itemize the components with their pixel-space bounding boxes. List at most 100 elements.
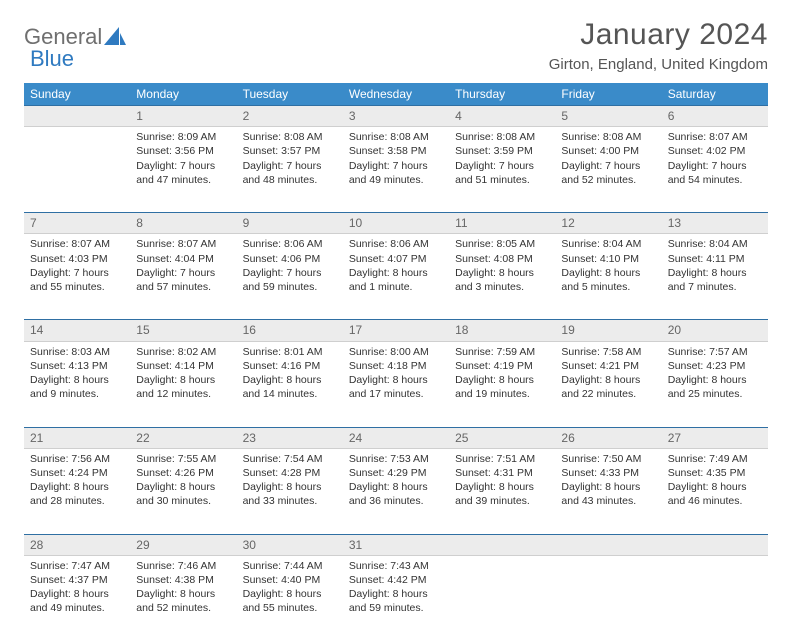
sunrise-text: Sunrise: 7:51 AM	[455, 452, 549, 466]
sunset-text: Sunset: 3:56 PM	[136, 144, 230, 158]
day-cell: Sunrise: 7:44 AMSunset: 4:40 PMDaylight:…	[237, 555, 343, 641]
sunrise-text: Sunrise: 7:47 AM	[30, 559, 124, 573]
daylight-text: Daylight: 8 hours and 36 minutes.	[349, 480, 443, 508]
day-number-cell: 18	[449, 320, 555, 341]
sunset-text: Sunset: 4:33 PM	[561, 466, 655, 480]
day-cell: Sunrise: 8:08 AMSunset: 3:58 PMDaylight:…	[343, 127, 449, 213]
daylight-text: Daylight: 8 hours and 14 minutes.	[243, 373, 337, 401]
sunrise-text: Sunrise: 8:07 AM	[30, 237, 124, 251]
day-number-cell: 29	[130, 534, 236, 555]
day-cell: Sunrise: 8:04 AMSunset: 4:11 PMDaylight:…	[662, 234, 768, 320]
day-number-cell: 11	[449, 213, 555, 234]
sunset-text: Sunset: 4:35 PM	[668, 466, 762, 480]
sunset-text: Sunset: 4:19 PM	[455, 359, 549, 373]
daylight-text: Daylight: 8 hours and 7 minutes.	[668, 266, 762, 294]
day-cell-body: Sunrise: 7:57 AMSunset: 4:23 PMDaylight:…	[662, 342, 768, 408]
weekday-header: Wednesday	[343, 83, 449, 106]
sunrise-text: Sunrise: 8:03 AM	[30, 345, 124, 359]
sunset-text: Sunset: 4:26 PM	[136, 466, 230, 480]
sunrise-text: Sunrise: 8:08 AM	[349, 130, 443, 144]
sunrise-text: Sunrise: 8:07 AM	[136, 237, 230, 251]
daylight-text: Daylight: 7 hours and 54 minutes.	[668, 159, 762, 187]
sunset-text: Sunset: 4:18 PM	[349, 359, 443, 373]
day-cell-body: Sunrise: 7:56 AMSunset: 4:24 PMDaylight:…	[24, 449, 130, 515]
day-number-cell: 23	[237, 427, 343, 448]
day-body-row: Sunrise: 8:07 AMSunset: 4:03 PMDaylight:…	[24, 234, 768, 320]
daylight-text: Daylight: 8 hours and 5 minutes.	[561, 266, 655, 294]
sunset-text: Sunset: 4:00 PM	[561, 144, 655, 158]
day-cell: Sunrise: 7:59 AMSunset: 4:19 PMDaylight:…	[449, 341, 555, 427]
day-number-cell: 8	[130, 213, 236, 234]
day-cell: Sunrise: 7:43 AMSunset: 4:42 PMDaylight:…	[343, 555, 449, 641]
sunrise-text: Sunrise: 7:59 AM	[455, 345, 549, 359]
day-cell: Sunrise: 7:56 AMSunset: 4:24 PMDaylight:…	[24, 448, 130, 534]
day-cell-body: Sunrise: 7:59 AMSunset: 4:19 PMDaylight:…	[449, 342, 555, 408]
day-number-row: 14151617181920	[24, 320, 768, 341]
day-cell: Sunrise: 8:08 AMSunset: 3:57 PMDaylight:…	[237, 127, 343, 213]
logo-word-2: Blue	[30, 46, 74, 72]
sunset-text: Sunset: 4:29 PM	[349, 466, 443, 480]
day-cell: Sunrise: 8:06 AMSunset: 4:07 PMDaylight:…	[343, 234, 449, 320]
day-number-cell: 19	[555, 320, 661, 341]
day-cell-body: Sunrise: 8:08 AMSunset: 3:59 PMDaylight:…	[449, 127, 555, 193]
sunrise-text: Sunrise: 7:56 AM	[30, 452, 124, 466]
sunrise-text: Sunrise: 8:02 AM	[136, 345, 230, 359]
sunset-text: Sunset: 4:08 PM	[455, 252, 549, 266]
sunrise-text: Sunrise: 8:06 AM	[349, 237, 443, 251]
daylight-text: Daylight: 8 hours and 59 minutes.	[349, 587, 443, 615]
sunrise-text: Sunrise: 8:01 AM	[243, 345, 337, 359]
sunrise-text: Sunrise: 7:50 AM	[561, 452, 655, 466]
day-cell: Sunrise: 8:09 AMSunset: 3:56 PMDaylight:…	[130, 127, 236, 213]
location-text: Girton, England, United Kingdom	[549, 56, 768, 73]
sunset-text: Sunset: 4:11 PM	[668, 252, 762, 266]
day-body-row: Sunrise: 7:56 AMSunset: 4:24 PMDaylight:…	[24, 448, 768, 534]
sunrise-text: Sunrise: 7:55 AM	[136, 452, 230, 466]
day-number-cell: 22	[130, 427, 236, 448]
day-cell: Sunrise: 8:03 AMSunset: 4:13 PMDaylight:…	[24, 341, 130, 427]
day-number-cell: 1	[130, 106, 236, 127]
day-cell: Sunrise: 7:53 AMSunset: 4:29 PMDaylight:…	[343, 448, 449, 534]
day-cell-body	[24, 127, 130, 136]
sunrise-text: Sunrise: 7:57 AM	[668, 345, 762, 359]
day-number-cell	[662, 534, 768, 555]
day-cell: Sunrise: 8:07 AMSunset: 4:04 PMDaylight:…	[130, 234, 236, 320]
daylight-text: Daylight: 7 hours and 57 minutes.	[136, 266, 230, 294]
sunrise-text: Sunrise: 8:06 AM	[243, 237, 337, 251]
day-cell	[24, 127, 130, 213]
day-number-cell: 14	[24, 320, 130, 341]
sunrise-text: Sunrise: 8:04 AM	[561, 237, 655, 251]
sunset-text: Sunset: 4:06 PM	[243, 252, 337, 266]
day-number-row: 123456	[24, 106, 768, 127]
day-body-row: Sunrise: 8:09 AMSunset: 3:56 PMDaylight:…	[24, 127, 768, 213]
day-cell: Sunrise: 8:01 AMSunset: 4:16 PMDaylight:…	[237, 341, 343, 427]
sunset-text: Sunset: 4:37 PM	[30, 573, 124, 587]
daylight-text: Daylight: 7 hours and 52 minutes.	[561, 159, 655, 187]
daylight-text: Daylight: 8 hours and 28 minutes.	[30, 480, 124, 508]
day-number-cell	[24, 106, 130, 127]
daylight-text: Daylight: 8 hours and 52 minutes.	[136, 587, 230, 615]
sunset-text: Sunset: 4:24 PM	[30, 466, 124, 480]
day-cell-body: Sunrise: 7:53 AMSunset: 4:29 PMDaylight:…	[343, 449, 449, 515]
day-cell: Sunrise: 7:51 AMSunset: 4:31 PMDaylight:…	[449, 448, 555, 534]
sunset-text: Sunset: 3:59 PM	[455, 144, 549, 158]
day-cell: Sunrise: 8:00 AMSunset: 4:18 PMDaylight:…	[343, 341, 449, 427]
sunset-text: Sunset: 3:58 PM	[349, 144, 443, 158]
day-number-cell: 6	[662, 106, 768, 127]
day-cell-body	[662, 556, 768, 565]
day-number-cell: 30	[237, 534, 343, 555]
sunset-text: Sunset: 4:14 PM	[136, 359, 230, 373]
day-cell: Sunrise: 7:47 AMSunset: 4:37 PMDaylight:…	[24, 555, 130, 641]
day-number-cell: 3	[343, 106, 449, 127]
sunset-text: Sunset: 4:38 PM	[136, 573, 230, 587]
sunrise-text: Sunrise: 8:05 AM	[455, 237, 549, 251]
sunrise-text: Sunrise: 7:49 AM	[668, 452, 762, 466]
daylight-text: Daylight: 8 hours and 49 minutes.	[30, 587, 124, 615]
day-number-row: 28293031	[24, 534, 768, 555]
sunset-text: Sunset: 4:03 PM	[30, 252, 124, 266]
day-number-cell: 27	[662, 427, 768, 448]
sunset-text: Sunset: 4:13 PM	[30, 359, 124, 373]
daylight-text: Daylight: 8 hours and 33 minutes.	[243, 480, 337, 508]
day-cell-body: Sunrise: 8:08 AMSunset: 3:57 PMDaylight:…	[237, 127, 343, 193]
day-cell: Sunrise: 8:07 AMSunset: 4:02 PMDaylight:…	[662, 127, 768, 213]
sunrise-text: Sunrise: 8:04 AM	[668, 237, 762, 251]
